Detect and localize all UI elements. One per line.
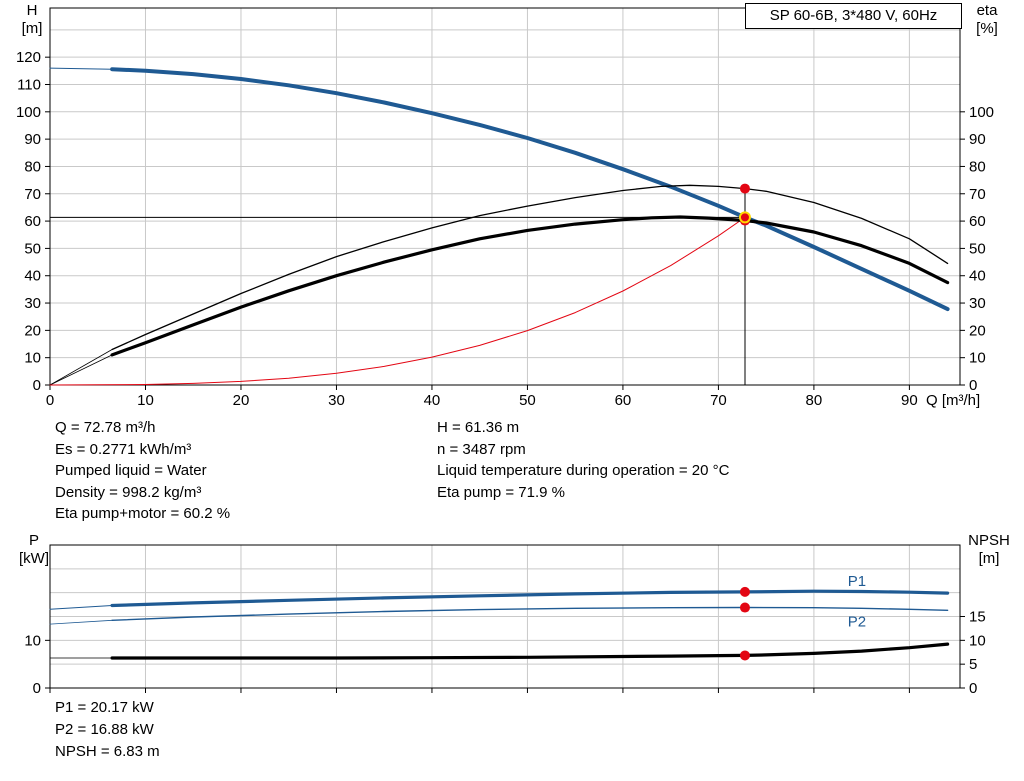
y-left-tick-label: 0 <box>33 377 41 394</box>
duty-point-marker <box>738 211 751 224</box>
p2-curve-leader <box>49 619 113 625</box>
power-npsh-chart: 0 10 0 5 10 15 P1 P2 <box>24 544 986 697</box>
y-left-tick-label: 50 <box>24 240 41 257</box>
y-left-tick-label: 70 <box>24 186 41 203</box>
x-tick-label: 80 <box>806 392 823 409</box>
y-right-tick-label: 0 <box>969 377 977 394</box>
info-line-eta-pump-motor: Eta pump+motor = 60.2 % <box>55 505 231 522</box>
q-axis-label: Q [m³/h] <box>926 392 981 409</box>
npsh-duty-marker <box>739 650 750 661</box>
x-tick-label: 10 <box>137 392 154 409</box>
y-right-tick-label: 15 <box>969 609 986 626</box>
eta-pump-duty-marker <box>739 183 750 194</box>
y-right-tick-label: 40 <box>969 268 986 285</box>
p1-curve-leader <box>49 605 113 610</box>
x-tick-label: 20 <box>233 392 250 409</box>
p-axis-label-unit: [kW] <box>19 550 49 567</box>
y-right-tick-label: 10 <box>969 632 986 649</box>
eta-pump-curve <box>111 184 949 351</box>
info-line-n: n = 3487 rpm <box>437 440 526 458</box>
p1-series-label: P1 <box>848 573 866 590</box>
y-left-tick-label: 10 <box>24 632 41 649</box>
y-left-tick-label: 40 <box>24 268 41 285</box>
eta-pump-motor-curve-leader <box>49 354 113 386</box>
y-right-tick-label: 90 <box>969 131 986 148</box>
y-right-tick-label: 30 <box>969 295 986 312</box>
y-right-tick-label: 20 <box>969 322 986 339</box>
duty-info-left-column: Q = 72.78 m³/h Es = 0.2771 kWh/m³ Pumped… <box>55 417 230 525</box>
y-left-tick-label: 80 <box>24 158 41 175</box>
npsh-curve <box>110 642 950 660</box>
y-left-tick-label: 60 <box>24 213 41 230</box>
info-line-p1: P1 = 20.17 kW <box>55 699 154 716</box>
y-right-tick-label: 60 <box>969 213 986 230</box>
hq-curve-leader <box>49 67 113 70</box>
y-left-tick-label: 10 <box>24 350 41 367</box>
npsh-axis-label-symbol: NPSH <box>968 532 1010 549</box>
y-right-tick-label: 70 <box>969 186 986 203</box>
p1-duty-marker <box>739 586 750 597</box>
info-line-eta-pump: Eta pump = 71.9 % <box>437 483 565 501</box>
y-left-tick-label: 100 <box>16 104 41 121</box>
info-line-q: Q = 72.78 m³/h <box>55 419 156 436</box>
y-right-tick-label: 80 <box>969 158 986 175</box>
y-right-tick-label: 100 <box>969 104 994 121</box>
y-left-tick-label: 0 <box>33 680 41 697</box>
plot-frame <box>49 7 961 386</box>
y-right-tick-label: 50 <box>969 240 986 257</box>
y-right-tick-label: 5 <box>969 656 977 673</box>
eta-pump-curve-leader <box>49 349 113 386</box>
pump-title-box: SP 60-6B, 3*480 V, 60Hz <box>745 3 962 29</box>
h-axis-label: H [m] <box>14 2 50 38</box>
y-left-tick-label: 30 <box>24 295 41 312</box>
eta-axis-label: eta [%] <box>966 2 1008 38</box>
x-tick-label: 0 <box>46 392 54 409</box>
hq-eta-chart: 0 10 20 30 40 50 60 70 80 90 0 10 20 30 40 50 60 70 80 90 10… <box>16 7 994 409</box>
x-tick-label: 70 <box>710 392 727 409</box>
y-left-tick-label: 20 <box>24 322 41 339</box>
y-left-tick-label: 90 <box>24 131 41 148</box>
x-tick-label: 40 <box>424 392 441 409</box>
info-line-density: Density = 998.2 kg/m³ <box>55 483 202 501</box>
info-line-h: H = 61.36 m <box>437 419 520 436</box>
y-right-tick-label: 0 <box>969 680 977 697</box>
p1-curve <box>110 589 950 608</box>
x-tick-label: 90 <box>901 392 918 409</box>
info-line-es: Es = 0.2771 kWh/m³ <box>55 440 192 458</box>
y-right-tick-label: 10 <box>969 350 986 367</box>
p-axis-label: P [kW] <box>12 532 56 568</box>
x-tick-label: 60 <box>615 392 632 409</box>
p2-duty-marker <box>739 602 750 613</box>
npsh-axis-label-unit: [m] <box>978 550 1000 567</box>
hq-curve <box>110 67 950 312</box>
h-axis-label-symbol: H <box>26 2 38 19</box>
info-line-npsh: NPSH = 6.83 m <box>55 743 160 760</box>
p2-curve <box>111 606 949 622</box>
info-line-liquid-temperature: Liquid temperature during operation = 20… <box>437 462 730 479</box>
npsh-axis-label: NPSH [m] <box>960 532 1018 568</box>
duty-info-right-column: H = 61.36 m n = 3487 rpm Liquid temperat… <box>437 417 729 503</box>
h-axis-label-unit: [m] <box>21 20 43 37</box>
y-left-tick-label: 110 <box>17 76 41 93</box>
info-line-pumped-liquid: Pumped liquid = Water <box>55 462 207 479</box>
p-axis-label-symbol: P <box>28 532 39 549</box>
eta-pump-motor-curve <box>110 215 950 357</box>
x-tick-label: 30 <box>328 392 345 409</box>
eta-axis-label-unit: [%] <box>976 20 998 37</box>
p2-series-label: P2 <box>848 614 866 631</box>
x-tick-label: 50 <box>519 392 536 409</box>
info-line-p2: P2 = 16.88 kW <box>55 721 154 738</box>
eta-axis-label-symbol: eta <box>976 2 998 19</box>
power-npsh-info-column: P1 = 20.17 kW P2 = 16.88 kW NPSH = 6.83 … <box>55 697 160 763</box>
system-curve <box>49 216 746 386</box>
y-left-tick-label: 120 <box>16 49 41 66</box>
